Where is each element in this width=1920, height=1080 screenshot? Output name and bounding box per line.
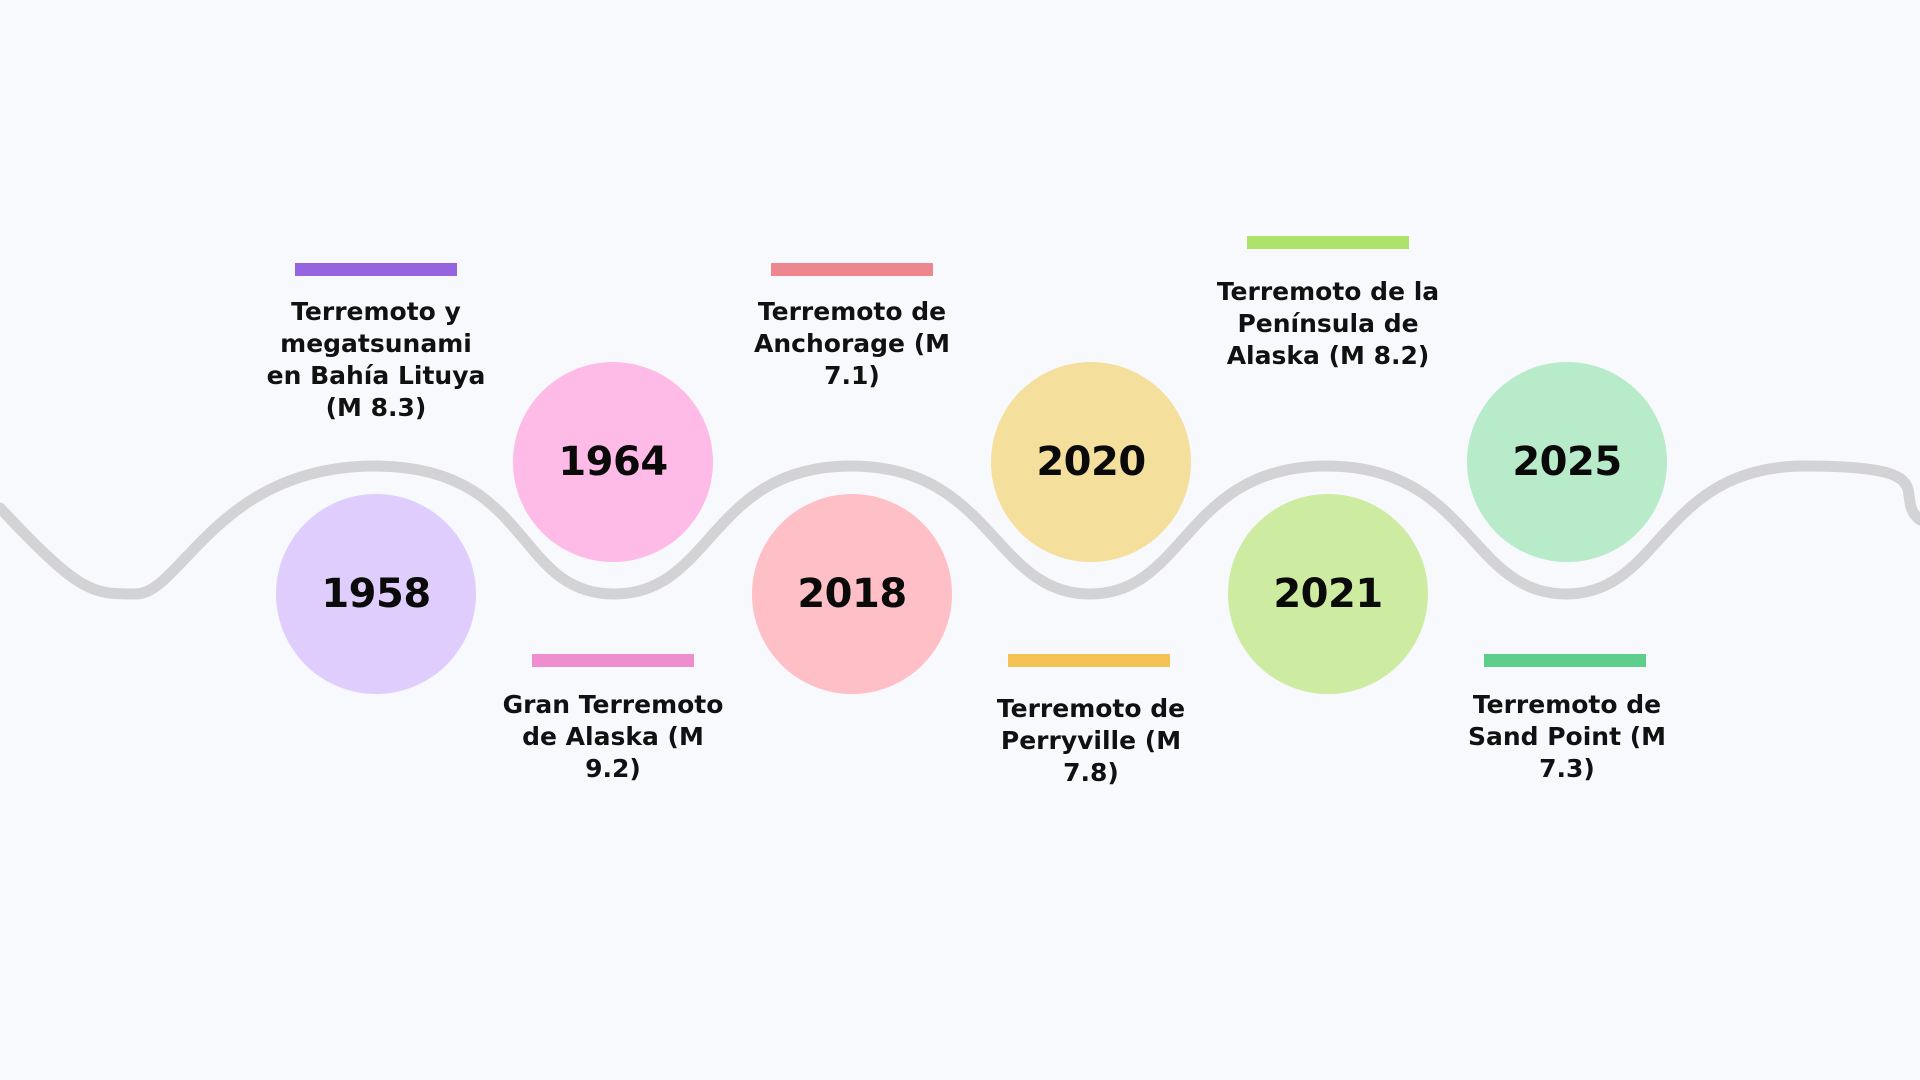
event-2020-caption: Terremoto de Perryville (M 7.8) — [996, 694, 1186, 787]
event-2018-circle: 2018 — [752, 494, 952, 694]
event-1964-year: 1964 — [558, 439, 668, 485]
timeline-wave-path — [0, 460, 1920, 600]
event-2021-accent-bar — [1247, 236, 1409, 249]
event-2020-year: 2020 — [1036, 439, 1146, 485]
event-2025-caption: Terremoto de Sand Point (M 7.3) — [1467, 690, 1667, 783]
event-2025-year: 2025 — [1512, 439, 1622, 485]
event-1964-caption: Gran Terremoto de Alaska (M 9.2) — [502, 690, 724, 783]
event-2021-circle: 2021 — [1228, 494, 1428, 694]
event-2020-circle: 2020 — [991, 362, 1191, 562]
event-2018-accent-bar — [771, 263, 933, 276]
event-1958-caption: Terremoto y megatsunami en Bahía Lituya … — [266, 297, 486, 422]
event-1958-circle: 1958 — [276, 494, 476, 694]
event-2021-year: 2021 — [1273, 571, 1383, 617]
event-2018-year: 2018 — [797, 571, 907, 617]
event-2025-circle: 2025 — [1467, 362, 1667, 562]
event-1964-circle: 1964 — [513, 362, 713, 562]
event-2021-caption: Terremoto de la Península de Alaska (M 8… — [1216, 277, 1440, 370]
event-2020-accent-bar — [1008, 654, 1170, 667]
event-1964-accent-bar — [532, 654, 694, 667]
event-1958-year: 1958 — [321, 571, 431, 617]
event-2018-caption: Terremoto de Anchorage (M 7.1) — [754, 297, 950, 390]
event-2025-accent-bar — [1484, 654, 1646, 667]
event-1958-accent-bar — [295, 263, 457, 276]
